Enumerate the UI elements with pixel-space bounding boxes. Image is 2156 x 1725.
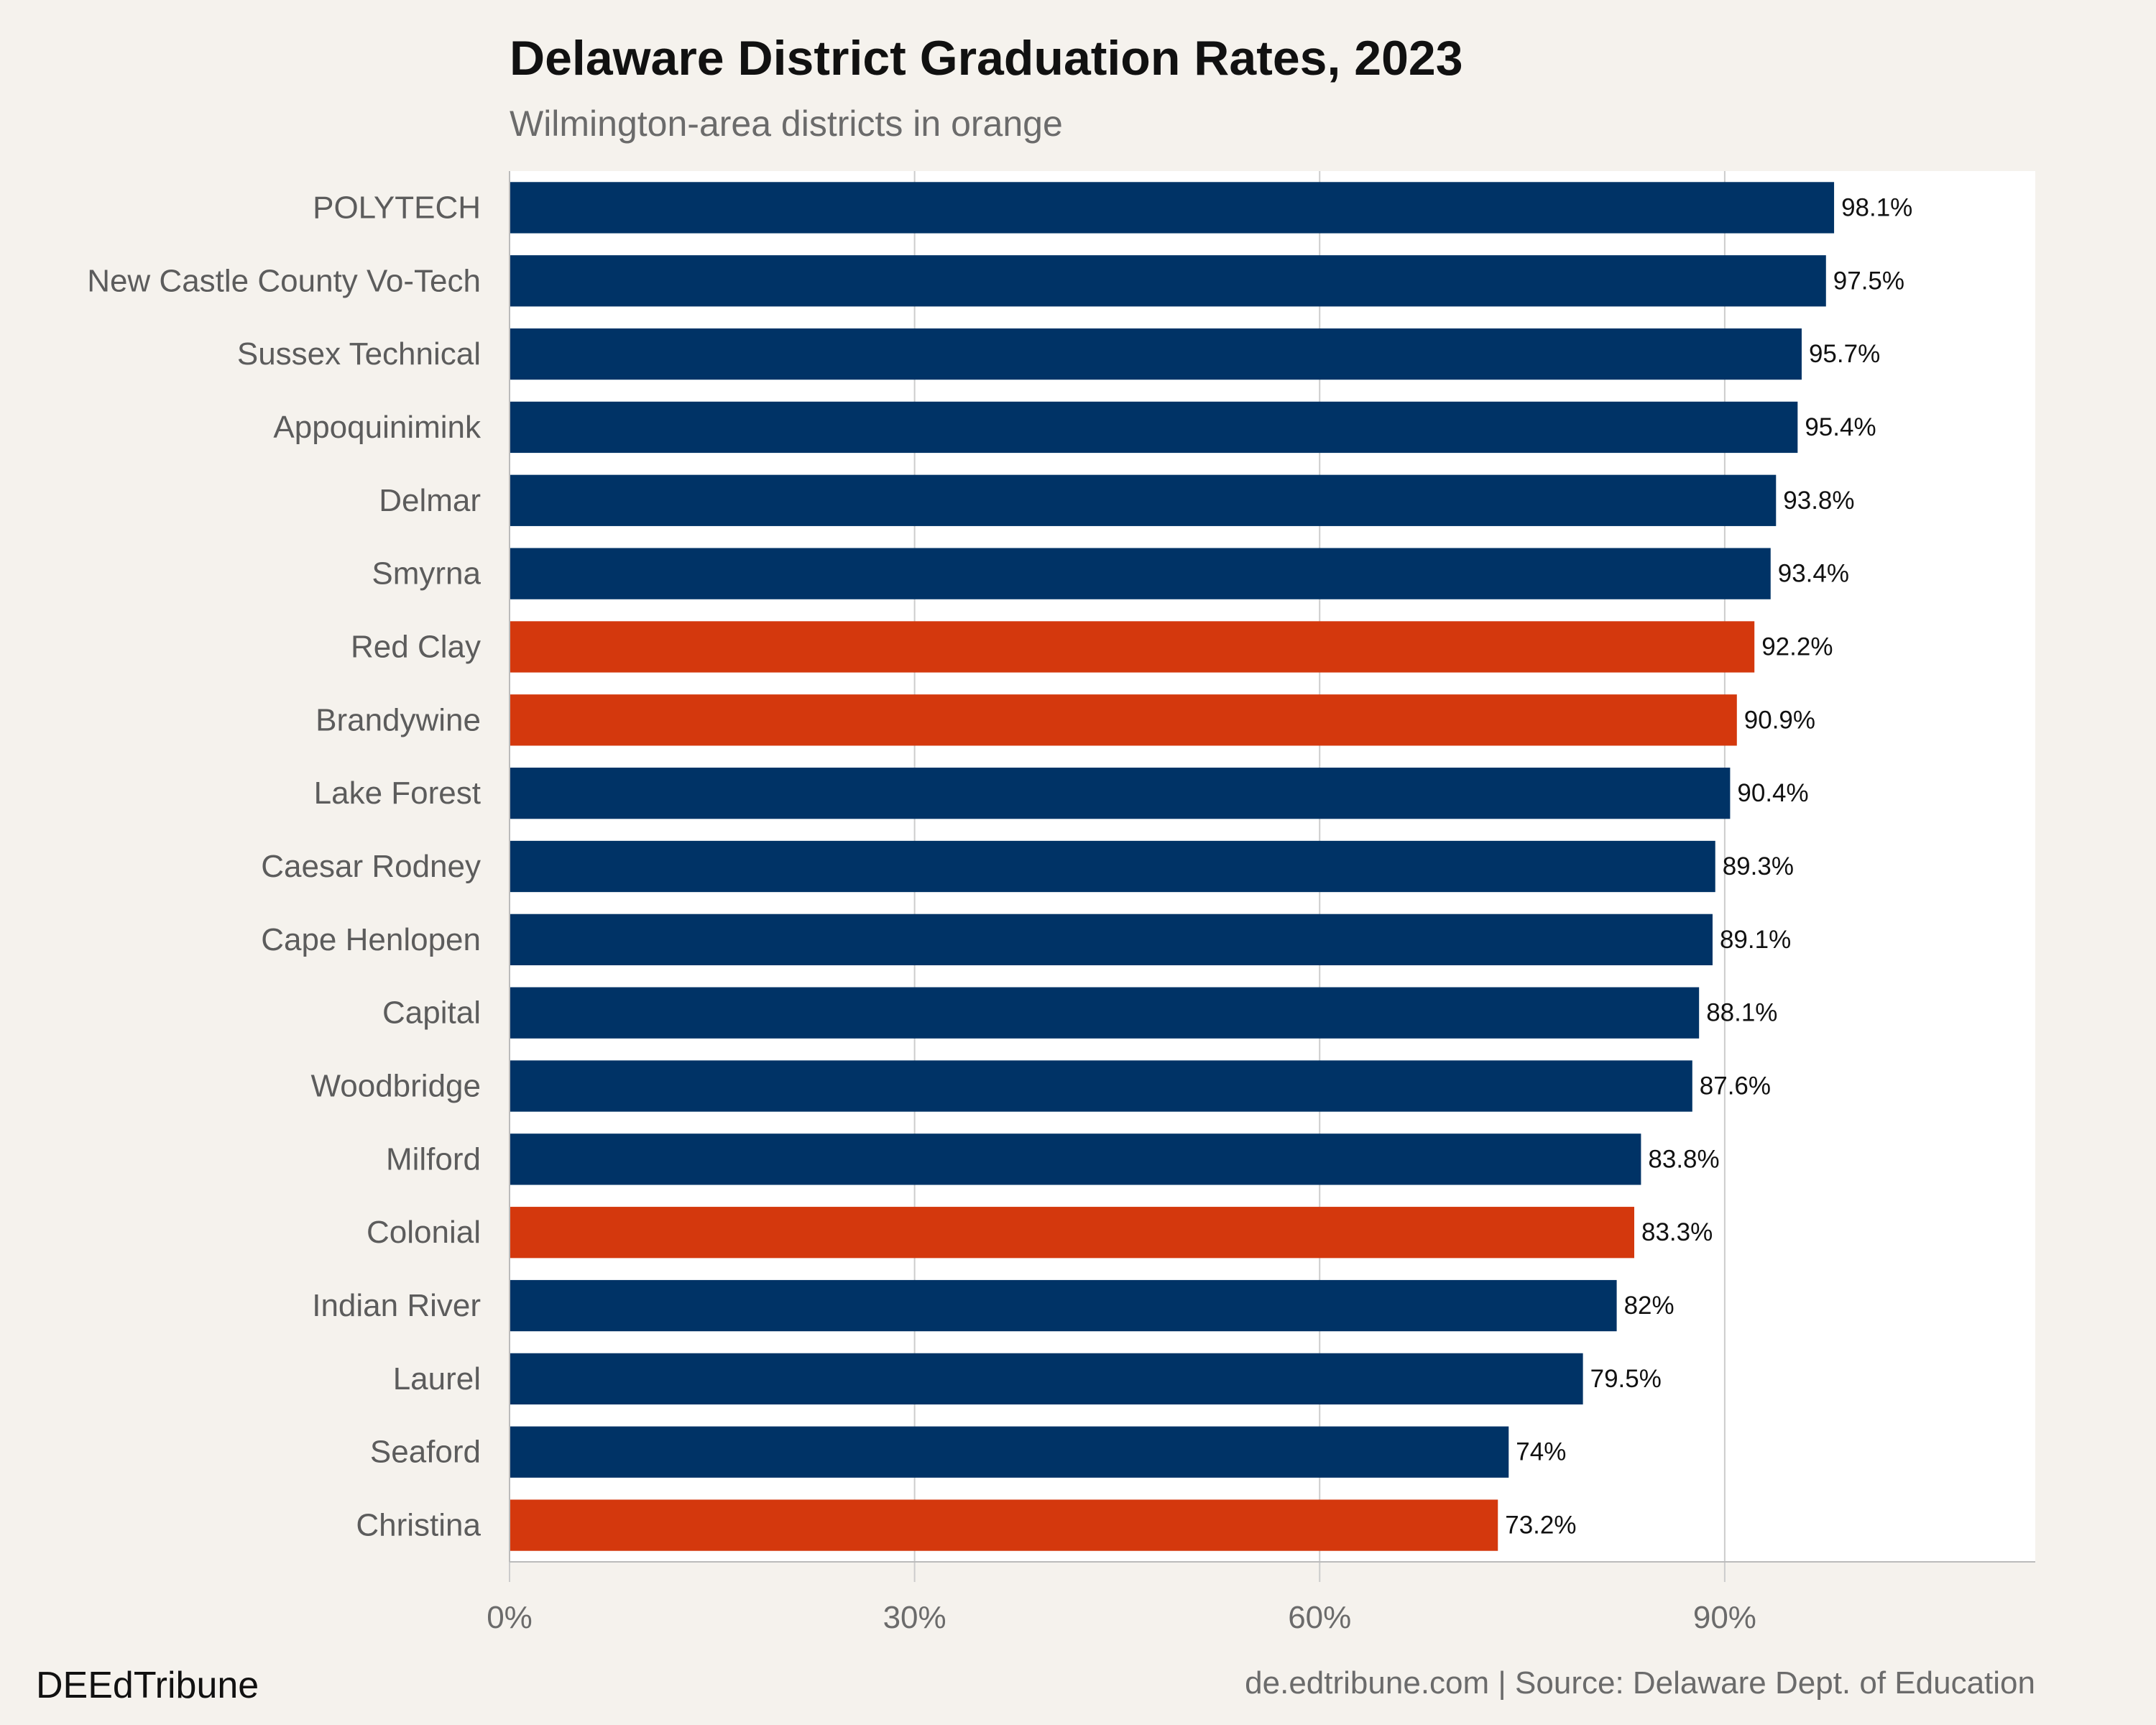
axes: 0% 30% 60% 90% bbox=[487, 171, 2035, 1635]
category-label: Christina bbox=[356, 1508, 481, 1543]
bar-11 bbox=[510, 987, 1700, 1039]
bar-7 bbox=[510, 694, 1737, 746]
labels: POLYTECH 98.1% New Castle County Vo-Tech 97… bbox=[87, 190, 1912, 1542]
value-label: 95.7% bbox=[1809, 340, 1880, 368]
category-label: Indian River bbox=[312, 1288, 481, 1323]
value-label: 89.3% bbox=[1723, 852, 1794, 880]
value-label: 88.1% bbox=[1706, 999, 1777, 1027]
category-label: Milford bbox=[386, 1141, 481, 1177]
bar-13 bbox=[510, 1133, 1641, 1185]
x-tick-label: 0% bbox=[487, 1600, 533, 1635]
value-label: 79.5% bbox=[1590, 1365, 1662, 1393]
value-label: 97.5% bbox=[1833, 267, 1904, 295]
category-label: New Castle County Vo-Tech bbox=[87, 263, 481, 298]
bar-2 bbox=[510, 328, 1802, 380]
bar-15 bbox=[510, 1279, 1617, 1332]
value-label: 90.9% bbox=[1744, 706, 1815, 734]
category-label: Woodbridge bbox=[311, 1069, 481, 1104]
brand-logo-text: DEEdTribune bbox=[36, 1665, 259, 1706]
category-label: POLYTECH bbox=[313, 190, 481, 225]
bar-16 bbox=[510, 1353, 1583, 1405]
value-label: 93.4% bbox=[1778, 560, 1849, 588]
category-label: Smyrna bbox=[372, 556, 481, 592]
value-label: 87.6% bbox=[1700, 1072, 1771, 1100]
x-tick-label: 90% bbox=[1693, 1600, 1756, 1635]
value-label: 83.8% bbox=[1648, 1145, 1719, 1173]
category-label: Delmar bbox=[379, 483, 481, 518]
bar-0 bbox=[510, 182, 1835, 234]
bar-chart: POLYTECH 98.1% New Castle County Vo-Tech 97… bbox=[87, 171, 2035, 1635]
category-label: Capital bbox=[382, 995, 481, 1031]
category-label: Red Clay bbox=[351, 629, 481, 664]
value-label: 82% bbox=[1624, 1292, 1674, 1320]
value-label: 92.2% bbox=[1761, 632, 1833, 661]
value-label: 98.1% bbox=[1841, 193, 1912, 221]
bar-17 bbox=[510, 1426, 1509, 1478]
value-label: 73.2% bbox=[1505, 1512, 1576, 1540]
bar-12 bbox=[510, 1060, 1692, 1112]
x-tick-label: 30% bbox=[883, 1600, 946, 1635]
bar-18 bbox=[510, 1499, 1498, 1551]
category-label: Sussex Technical bbox=[237, 336, 481, 372]
bar-6 bbox=[510, 621, 1755, 673]
value-label: 83.3% bbox=[1641, 1218, 1713, 1246]
value-label: 93.8% bbox=[1783, 487, 1854, 515]
value-label: 89.1% bbox=[1720, 926, 1791, 954]
category-label: Seaford bbox=[370, 1435, 481, 1470]
category-label: Appoquinimink bbox=[273, 410, 482, 445]
value-label: 95.4% bbox=[1805, 413, 1876, 441]
bar-5 bbox=[510, 548, 1771, 599]
source-note: de.edtribune.com | Source: Delaware Dept… bbox=[1245, 1665, 2035, 1701]
category-label: Brandywine bbox=[315, 702, 481, 737]
bar-3 bbox=[510, 401, 1798, 454]
bar-10 bbox=[510, 914, 1713, 965]
category-label: Cape Henlopen bbox=[261, 922, 481, 957]
value-label: 74% bbox=[1516, 1438, 1566, 1466]
bars bbox=[510, 182, 1835, 1551]
bar-14 bbox=[510, 1207, 1635, 1259]
bar-8 bbox=[510, 768, 1731, 819]
chart-subtitle: Wilmington-area districts in orange bbox=[510, 104, 1063, 144]
x-tick-label: 60% bbox=[1288, 1600, 1351, 1635]
category-label: Lake Forest bbox=[314, 776, 481, 811]
bar-4 bbox=[510, 474, 1777, 526]
bar-1 bbox=[510, 255, 1826, 307]
bar-9 bbox=[510, 840, 1715, 893]
category-label: Colonial bbox=[367, 1215, 481, 1250]
category-label: Caesar Rodney bbox=[261, 849, 481, 884]
category-label: Laurel bbox=[393, 1361, 481, 1397]
value-label: 90.4% bbox=[1737, 779, 1808, 807]
chart-title: Delaware District Graduation Rates, 2023 bbox=[510, 31, 1463, 86]
